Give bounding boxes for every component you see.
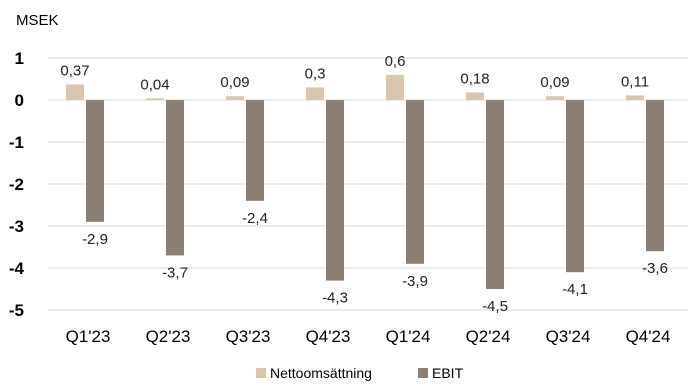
- ebit-bar: [406, 100, 424, 264]
- y-tick-label: -3: [9, 217, 24, 236]
- nettoomsattning-bar: [626, 95, 644, 100]
- x-tick-label: Q3'23: [226, 327, 271, 346]
- nettoomsattning-data-label: 0,04: [140, 76, 169, 93]
- x-tick-label: Q2'23: [146, 327, 191, 346]
- x-axis-ticks: Q1'23 Q2'23 Q3'23 Q4'23 Q1'24 Q2'24 Q3'24 Q4'24: [66, 327, 671, 346]
- ebit-data-label: -4,3: [322, 290, 348, 307]
- y-tick-label: -4: [9, 259, 25, 278]
- ebit-data-label: -4,5: [482, 298, 508, 315]
- ebit-bar: [326, 100, 344, 281]
- y-tick-label: -5: [9, 301, 24, 320]
- x-tick-label: Q4'24: [626, 327, 671, 346]
- nettoomsattning-bar: [466, 92, 484, 100]
- nettoomsattning-data-label: 0,18: [460, 70, 489, 87]
- nettoomsattning-data-label: 0,6: [385, 53, 406, 70]
- y-tick-label: -1: [9, 133, 24, 152]
- nettoomsattning-data-label: 0,11: [621, 73, 649, 90]
- ebit-bar: [646, 100, 664, 252]
- legend: Nettoomsättning EBIT: [256, 365, 464, 381]
- x-tick-label: Q2'24: [466, 327, 511, 346]
- x-tick-label: Q3'24: [546, 327, 591, 346]
- legend-label-ebit: EBIT: [432, 365, 464, 381]
- nettoomsattning-bar: [226, 96, 244, 100]
- ebit-bar: [166, 100, 184, 256]
- ebit-data-label: -3,6: [642, 260, 668, 277]
- ebit-data-label: -2,4: [242, 210, 268, 227]
- ebit-data-label: -3,9: [402, 273, 428, 290]
- x-tick-label: Q4'23: [306, 327, 351, 346]
- legend-label-nettoomsattning: Nettoomsättning: [270, 365, 372, 381]
- ebit-data-label: -4,1: [562, 281, 588, 298]
- nettoomsattning-data-label: 0,3: [305, 65, 326, 82]
- nettoomsattning-bar: [546, 96, 564, 100]
- ebit-data-label: -3,7: [162, 264, 188, 281]
- y-axis-ticks: 1 0 -1 -2 -3 -4 -5: [9, 49, 25, 320]
- x-tick-label: Q1'23: [66, 327, 111, 346]
- y-tick-label: 0: [15, 91, 24, 110]
- y-tick-label: 1: [15, 49, 24, 68]
- ebit-bar: [566, 100, 584, 273]
- nettoomsattning-data-label: 0,09: [220, 74, 249, 91]
- y-unit-label: MSEK: [16, 12, 59, 29]
- x-tick-label: Q1'24: [386, 327, 431, 346]
- ebit-bar: [486, 100, 504, 289]
- nettoomsattning-data-label: 0,09: [540, 74, 569, 91]
- ebit-bar: [246, 100, 264, 201]
- nettoomsattning-bar: [66, 84, 84, 100]
- nettoomsattning-data-label: 0,37: [60, 62, 89, 79]
- nettoomsattning-bar: [306, 87, 324, 100]
- nettoomsattning-bar: [386, 74, 404, 100]
- data-labels: 0,37 0,04 0,09 0,3 0,6 0,18 0,09 0,11 -2,9 -3,7 -2…: [60, 53, 668, 315]
- legend-swatch-ebit: [418, 368, 428, 378]
- gridlines: [48, 57, 688, 311]
- legend-swatch-nettoomsattning: [256, 368, 266, 378]
- y-tick-label: -2: [9, 175, 24, 194]
- ebit-bar: [86, 100, 104, 222]
- nettoomsattning-bar: [146, 98, 164, 100]
- bars: [66, 74, 664, 289]
- ebit-data-label: -2,9: [82, 231, 108, 248]
